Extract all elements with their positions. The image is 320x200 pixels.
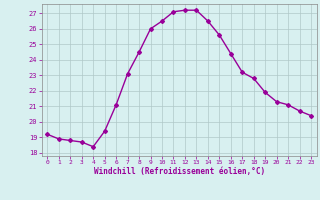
X-axis label: Windchill (Refroidissement éolien,°C): Windchill (Refroidissement éolien,°C): [94, 167, 265, 176]
